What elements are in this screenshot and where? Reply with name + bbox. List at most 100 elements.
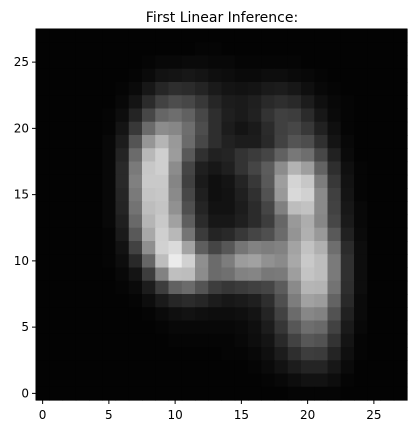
heatmap-cell (128, 148, 143, 163)
heatmap-cell (208, 333, 223, 348)
heatmap-cell (248, 360, 262, 375)
heatmap-cell (221, 267, 236, 282)
heatmap-cell (221, 188, 236, 202)
heatmap-cell (142, 161, 156, 176)
heatmap-cell (393, 121, 408, 136)
heatmap-cell (287, 347, 302, 361)
heatmap-cell (128, 360, 143, 375)
heatmap-cell (327, 95, 342, 110)
heatmap-cell (128, 386, 143, 401)
heatmap-cell (393, 227, 408, 242)
heatmap-cell (155, 333, 170, 348)
heatmap-cell (287, 241, 302, 255)
heatmap-cell (89, 373, 103, 388)
heatmap-cell (75, 386, 90, 401)
heatmap-cell (208, 68, 223, 83)
heatmap-cell (142, 386, 156, 401)
heatmap-cell (301, 108, 315, 123)
heatmap-cell (89, 68, 103, 83)
heatmap-cell (36, 188, 50, 202)
heatmap-cell (380, 333, 395, 348)
heatmap-cell (195, 82, 209, 96)
heatmap-cell (181, 347, 196, 361)
heatmap-cell (340, 108, 355, 123)
heatmap-cell (327, 307, 342, 322)
heatmap-cell (181, 55, 196, 70)
heatmap-cell (367, 95, 382, 110)
heatmap-cell (234, 294, 249, 308)
heatmap-cell (314, 320, 329, 335)
heatmap-cell (89, 55, 103, 70)
heatmap-cell (221, 241, 236, 255)
heatmap-cell (221, 386, 236, 401)
heatmap-cell (367, 267, 382, 282)
heatmap-cell (380, 254, 395, 269)
heatmap-cell (248, 121, 262, 136)
heatmap-cell (89, 347, 103, 361)
heatmap-cell (155, 161, 170, 176)
heatmap-cell (314, 161, 329, 176)
heatmap-cell (75, 161, 90, 176)
heatmap-cell (36, 95, 50, 110)
heatmap-cell (142, 55, 156, 70)
heatmap-cell (208, 108, 223, 123)
heatmap-cell (261, 320, 276, 335)
heatmap-cell (221, 42, 236, 57)
heatmap-cell (102, 373, 117, 388)
heatmap-cell (155, 174, 170, 189)
heatmap-cell (327, 121, 342, 136)
heatmap-cell (327, 214, 342, 229)
heatmap-cell (301, 214, 315, 229)
heatmap-cell (195, 121, 209, 136)
heatmap-cell (301, 201, 315, 216)
heatmap-cell (380, 307, 395, 322)
heatmap-cell (340, 254, 355, 269)
heatmap-cell (168, 188, 183, 202)
heatmap-cell (248, 320, 262, 335)
heatmap-cell (314, 68, 329, 83)
heatmap-cell (49, 386, 64, 401)
heatmap-cell (155, 148, 170, 163)
heatmap-cell (49, 254, 64, 269)
heatmap-cell (49, 29, 64, 43)
heatmap-cell (287, 254, 302, 269)
heatmap-cell (62, 254, 77, 269)
heatmap-cell (380, 68, 395, 83)
heatmap-cell (142, 188, 156, 202)
heatmap-cell (155, 214, 170, 229)
heatmap-cell (115, 254, 130, 269)
heatmap-cell (49, 135, 64, 149)
heatmap-cell (314, 82, 329, 96)
heatmap-cell (89, 201, 103, 216)
heatmap-cell (354, 307, 368, 322)
heatmap-cell (393, 280, 408, 295)
heatmap-cell (354, 333, 368, 348)
heatmap-cell (62, 95, 77, 110)
heatmap-cell (168, 373, 183, 388)
heatmap-cell (75, 95, 90, 110)
heatmap-cell (128, 108, 143, 123)
heatmap-cell (354, 267, 368, 282)
heatmap-cell (393, 360, 408, 375)
heatmap-cell (168, 320, 183, 335)
heatmap-cell (102, 280, 117, 295)
heatmap-cell (314, 121, 329, 136)
heatmap-cell (314, 280, 329, 295)
heatmap-cell (181, 82, 196, 96)
heatmap-cell (393, 188, 408, 202)
heatmap-cell (367, 254, 382, 269)
heatmap-cell (287, 307, 302, 322)
heatmap-cell (49, 68, 64, 83)
heatmap-cell (314, 307, 329, 322)
heatmap-cell (248, 280, 262, 295)
heatmap-cell (354, 148, 368, 163)
heatmap-cell (115, 174, 130, 189)
heatmap-cell (208, 254, 223, 269)
heatmap-cell (340, 267, 355, 282)
heatmap-cell (393, 241, 408, 255)
heatmap-cell (102, 55, 117, 70)
heatmap-cell (274, 227, 289, 242)
heatmap-cell (208, 135, 223, 149)
heatmap-cell (208, 82, 223, 96)
heatmap-cell (142, 307, 156, 322)
